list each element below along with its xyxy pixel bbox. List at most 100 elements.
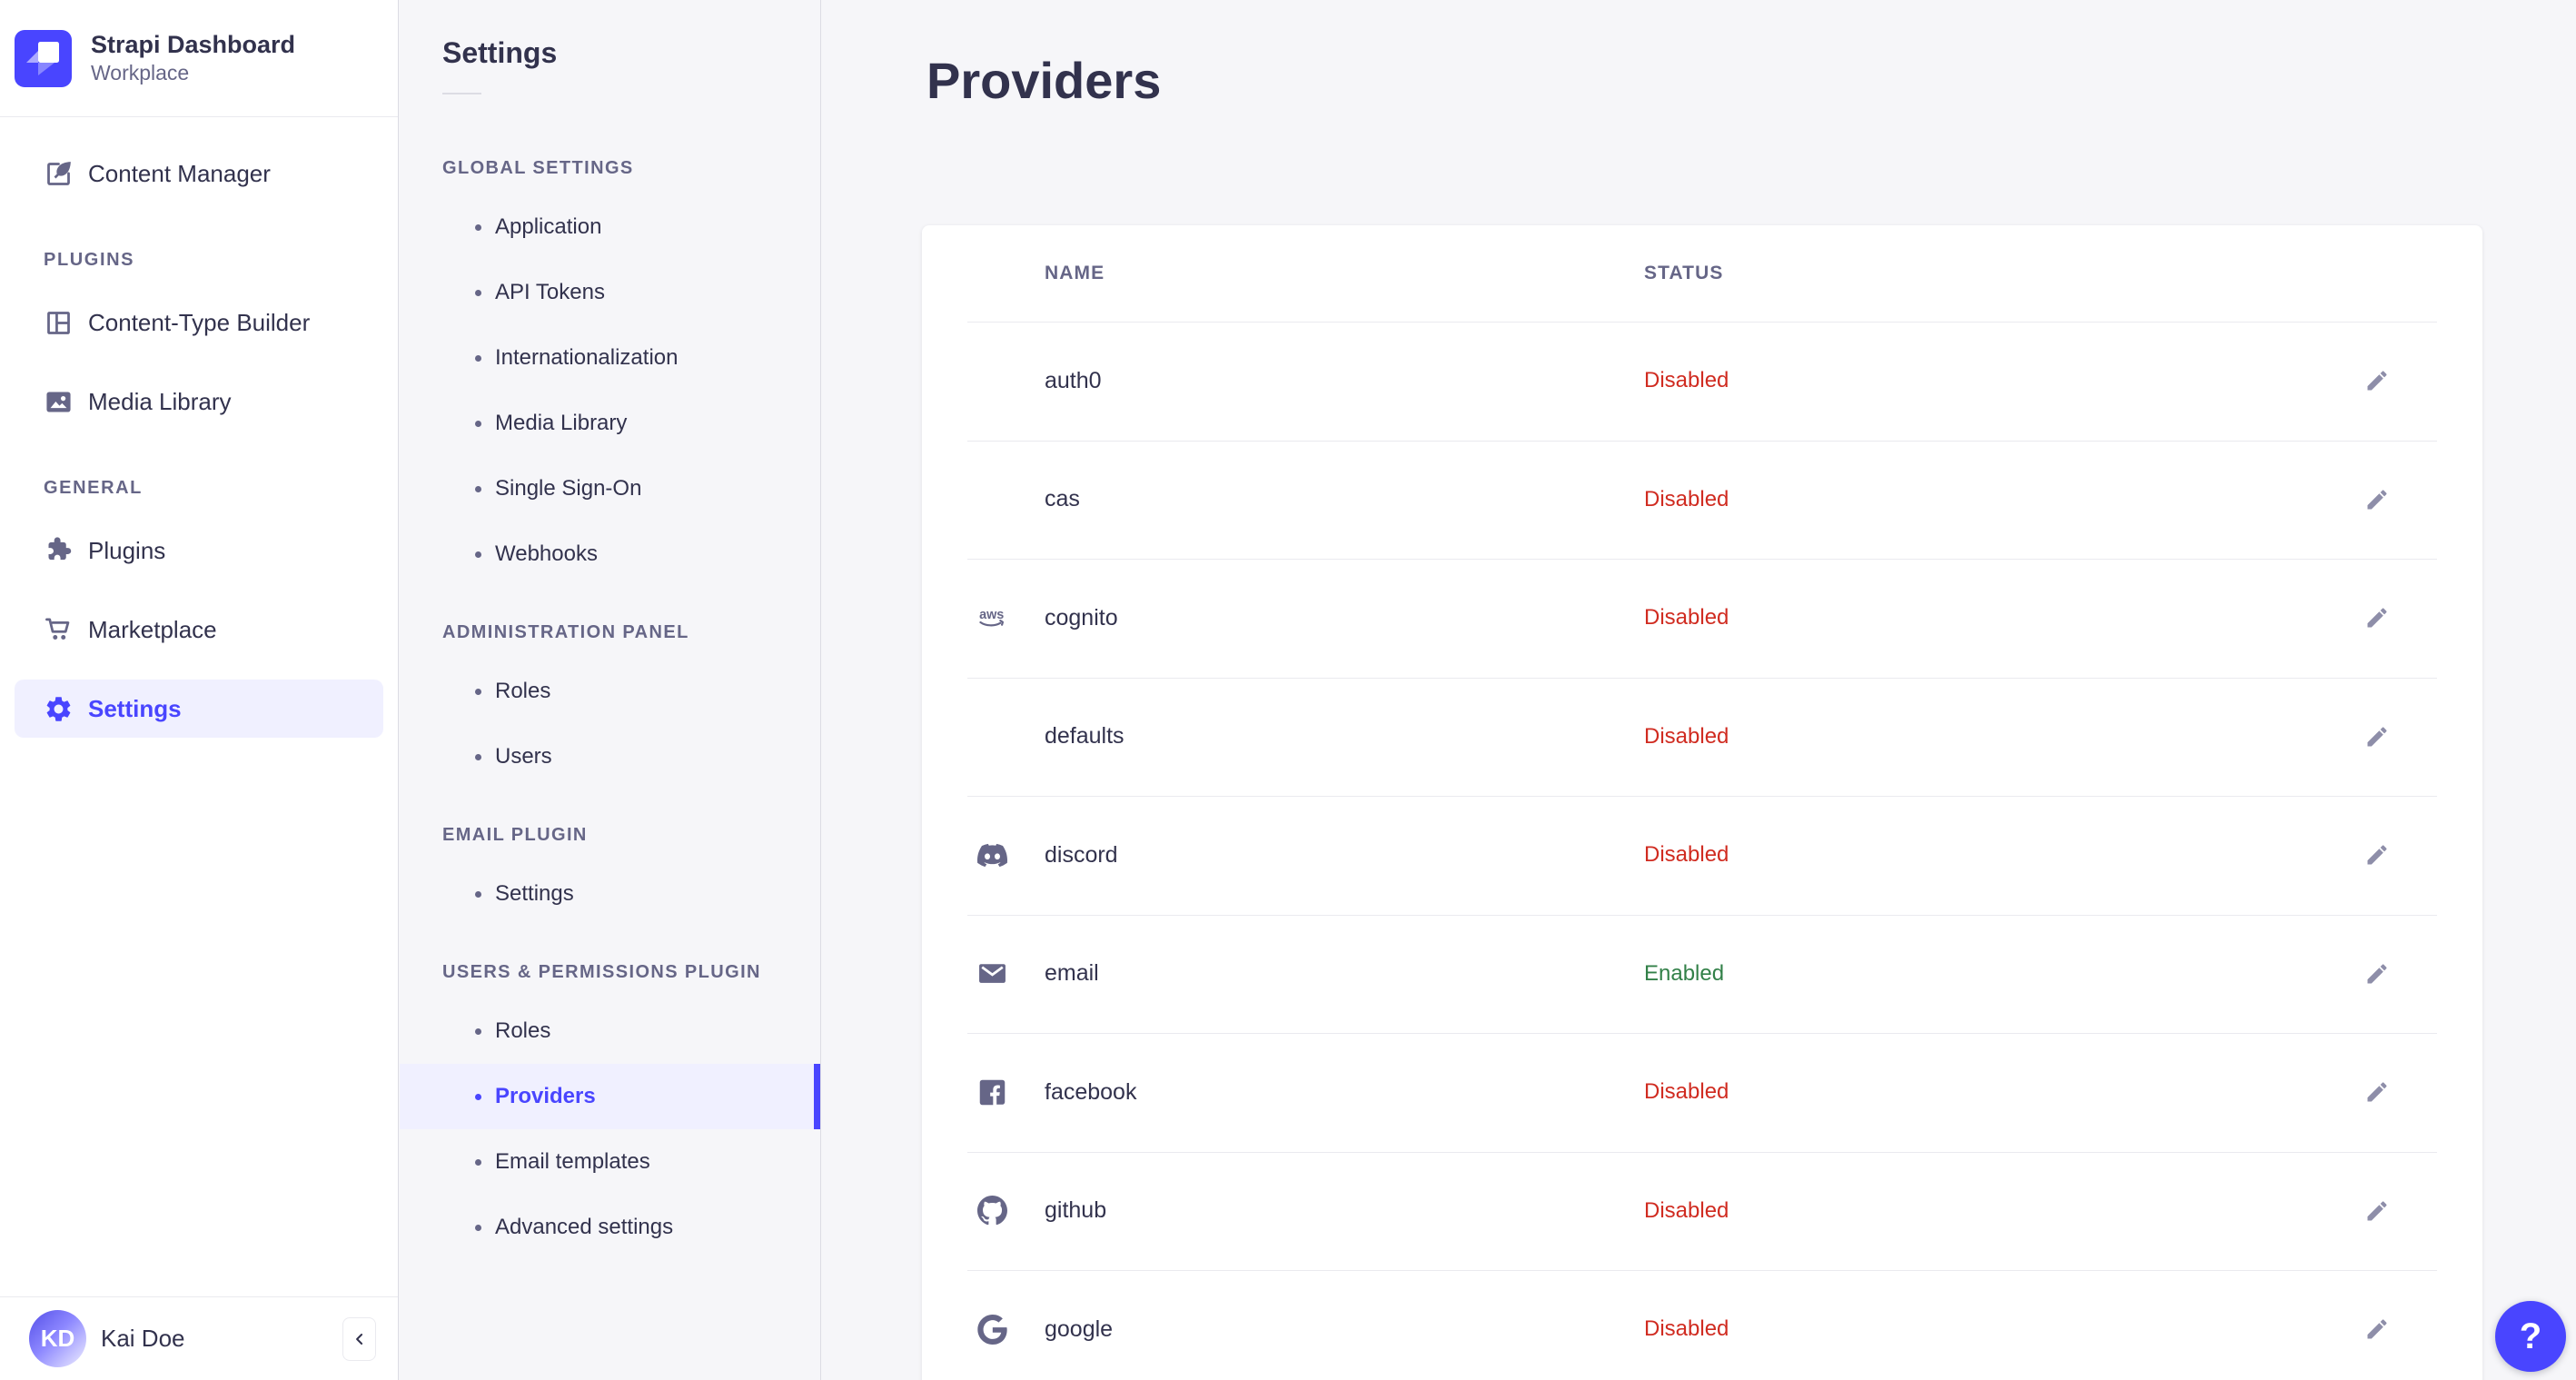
sidebar-item-label: Content-Type Builder: [88, 308, 311, 336]
settings-subnav: Settings GLOBAL SETTINGS Application API T…: [400, 0, 821, 1380]
cart-icon: [44, 615, 74, 645]
provider-status: Disabled: [1644, 486, 1729, 511]
nav-section-label-plugins: PLUGINS: [44, 250, 135, 270]
gear-icon: [44, 694, 74, 724]
provider-status: Disabled: [1644, 1079, 1729, 1105]
pencil-icon: [2364, 487, 2390, 512]
strapi-logo-icon: [15, 29, 72, 87]
subnav-item-application[interactable]: Application: [400, 194, 820, 260]
picture-icon: [44, 387, 74, 417]
workspace-header: Strapi Dashboard Workplace: [0, 0, 398, 117]
subnav-item-webhooks[interactable]: Webhooks: [400, 521, 820, 587]
subnav-item-advanced-settings[interactable]: Advanced settings: [400, 1195, 820, 1260]
subnav-item-users[interactable]: Users: [400, 724, 820, 789]
page-title: Providers: [926, 52, 1162, 109]
subnav-item-label: Roles: [495, 679, 551, 703]
edit-provider-button[interactable]: [2359, 482, 2395, 518]
provider-name: auth0: [1045, 367, 1102, 393]
table-row-email: email Enabled: [922, 914, 2482, 1034]
subnav-item-email-templates[interactable]: Email templates: [400, 1129, 820, 1195]
subnav-title: Settings: [442, 36, 558, 69]
provider-status: Disabled: [1644, 1197, 1729, 1223]
sidebar-item-label: Settings: [88, 694, 182, 722]
sidebar-item-marketplace[interactable]: Marketplace: [15, 601, 383, 659]
bullet-icon: [475, 420, 481, 427]
subnav-item-settings[interactable]: Settings: [400, 861, 820, 927]
sidebar-item-media-library[interactable]: Media Library: [15, 372, 383, 431]
pencil-icon: [2364, 1316, 2390, 1342]
providers-table-card: NAME STATUS auth0 Disabled cas Disabled aws c…: [922, 225, 2482, 1380]
subnav-item-label: Media Library: [495, 411, 628, 435]
sidebar-item-content-manager[interactable]: Content Manager: [15, 144, 383, 203]
question-mark-icon: ?: [2519, 1315, 2542, 1356]
subnav-item-label: Users: [495, 744, 552, 769]
subnav-section-label: GLOBAL SETTINGS: [442, 158, 634, 178]
layout-icon: [44, 308, 74, 338]
google-icon: [974, 1311, 1010, 1347]
puzzle-icon: [44, 536, 74, 566]
bullet-icon: [475, 753, 481, 760]
subnav-section-global-settings: GLOBAL SETTINGS Application API Tokens Inte…: [400, 156, 820, 587]
provider-name: cas: [1045, 486, 1080, 512]
user-name: Kai Doe: [101, 1325, 185, 1352]
bullet-icon: [475, 223, 481, 231]
column-header-name: NAME: [1045, 263, 1105, 283]
edit-provider-button[interactable]: [2359, 362, 2395, 399]
subnav-item-label: Email templates: [495, 1149, 650, 1174]
chevron-left-icon: [351, 1330, 369, 1348]
pencil-icon: [2364, 724, 2390, 750]
provider-name: cognito: [1045, 604, 1118, 630]
subnav-item-api-tokens[interactable]: API Tokens: [400, 260, 820, 325]
sidebar-item-settings[interactable]: Settings: [15, 680, 383, 738]
subnav-item-media-library[interactable]: Media Library: [400, 391, 820, 456]
no-icon: [974, 362, 1010, 399]
collapse-sidebar-button[interactable]: [342, 1316, 376, 1361]
provider-status: Disabled: [1644, 723, 1729, 749]
bullet-icon: [475, 1158, 481, 1166]
app-name: Strapi Dashboard: [91, 31, 296, 58]
subnav-divider: [442, 93, 481, 94]
subnav-item-internationalization[interactable]: Internationalization: [400, 325, 820, 391]
pencil-icon: [2364, 1198, 2390, 1224]
facebook-icon: [974, 1074, 1010, 1110]
subnav-section-users-permissions-plugin: USERS & PERMISSIONS PLUGIN Roles Providers…: [400, 960, 820, 1260]
table-body: auth0 Disabled cas Disabled aws cognito Disabl…: [922, 322, 2482, 1380]
bullet-icon: [475, 551, 481, 558]
edit-provider-button[interactable]: [2359, 1074, 2395, 1110]
provider-name: google: [1045, 1315, 1114, 1342]
help-button[interactable]: ?: [2495, 1301, 2566, 1372]
sidebar-item-content-type-builder[interactable]: Content-Type Builder: [15, 293, 383, 352]
table-header-row: NAME STATUS: [922, 225, 2482, 322]
provider-status: Disabled: [1644, 605, 1729, 630]
edit-provider-button[interactable]: [2359, 837, 2395, 873]
table-row-auth0: auth0 Disabled: [922, 322, 2482, 441]
sidebar-item-label: Plugins: [88, 536, 166, 564]
subnav-item-label: Webhooks: [495, 541, 598, 566]
edit-provider-button[interactable]: [2359, 719, 2395, 755]
sidebar-item-label: Content Manager: [88, 159, 271, 187]
subnav-item-label: Settings: [495, 881, 574, 906]
svg-text:aws: aws: [979, 608, 1004, 622]
table-row-facebook: facebook Disabled: [922, 1033, 2482, 1152]
feather-icon: [44, 159, 74, 189]
bullet-icon: [475, 1093, 481, 1100]
sidebar-item-label: Marketplace: [88, 615, 217, 643]
edit-provider-button[interactable]: [2359, 956, 2395, 992]
subnav-item-roles[interactable]: Roles: [400, 659, 820, 724]
column-header-status: STATUS: [1644, 263, 1724, 283]
avatar: KD: [29, 1310, 86, 1367]
provider-status: Enabled: [1644, 960, 1725, 986]
subnav-item-single-sign-on[interactable]: Single Sign-On: [400, 456, 820, 521]
subnav-item-roles[interactable]: Roles: [400, 998, 820, 1064]
edit-provider-button[interactable]: [2359, 600, 2395, 636]
sidebar-item-plugins[interactable]: Plugins: [15, 521, 383, 580]
subnav-section-label: USERS & PERMISSIONS PLUGIN: [442, 962, 761, 982]
discord-icon: [974, 837, 1010, 873]
table-row-cas: cas Disabled: [922, 440, 2482, 560]
edit-provider-button[interactable]: [2359, 1311, 2395, 1347]
aws-icon: aws: [974, 600, 1010, 636]
edit-provider-button[interactable]: [2359, 1193, 2395, 1229]
subnav-item-label: Roles: [495, 1018, 551, 1043]
subnav-item-providers[interactable]: Providers: [400, 1064, 820, 1129]
main-nav-list: Content Manager PLUGINS Content-Type Build…: [0, 144, 398, 738]
